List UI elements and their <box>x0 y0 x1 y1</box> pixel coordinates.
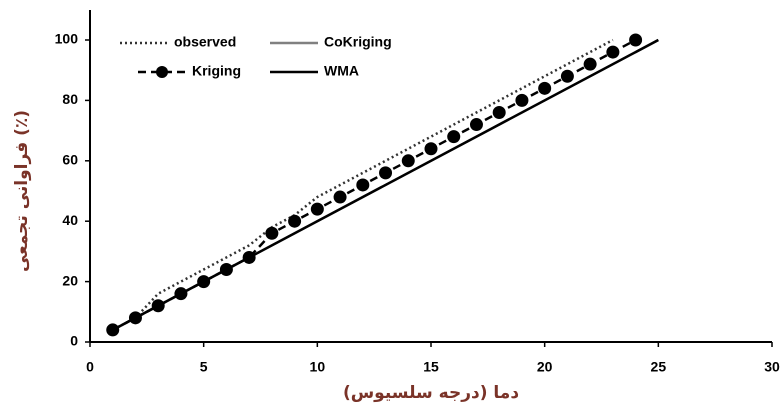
x-tick-label: 30 <box>764 359 780 375</box>
marker <box>583 57 597 71</box>
series-line <box>112 38 614 332</box>
x-tick-label: 20 <box>537 359 553 375</box>
y-tick-label: 40 <box>62 212 78 228</box>
series-line <box>112 38 659 332</box>
x-tick-label: 10 <box>310 359 326 375</box>
legend-label: Kriging <box>192 63 241 79</box>
x-tick-label: 0 <box>86 359 94 375</box>
series-line <box>112 38 637 332</box>
y-tick-label: 80 <box>62 91 78 107</box>
legend-marker <box>156 66 168 78</box>
marker <box>469 118 483 132</box>
x-tick-label: 5 <box>200 359 208 375</box>
legend-label: CoKriging <box>324 34 392 50</box>
marker <box>606 45 620 59</box>
y-tick-label: 20 <box>62 272 78 288</box>
marker <box>629 33 643 47</box>
marker <box>447 130 461 144</box>
marker <box>379 166 393 180</box>
y-tick-label: 0 <box>70 333 78 349</box>
legend-label: WMA <box>324 63 359 79</box>
marker <box>492 105 506 119</box>
marker <box>310 202 324 216</box>
marker <box>538 81 552 95</box>
marker <box>356 178 370 192</box>
marker <box>333 190 347 204</box>
x-axis-label: دما (درجه سلسیوس) <box>343 383 519 403</box>
y-axis-label: فراوانی تجمعی (٪) <box>12 110 32 272</box>
marker <box>401 154 415 168</box>
marker <box>424 142 438 156</box>
x-tick-label: 15 <box>423 359 439 375</box>
y-tick-label: 60 <box>62 152 78 168</box>
x-tick-label: 25 <box>651 359 667 375</box>
legend-label: observed <box>174 34 236 50</box>
marker <box>265 226 279 240</box>
marker <box>560 69 574 83</box>
y-tick-label: 100 <box>55 31 79 47</box>
marker <box>515 93 529 107</box>
marker <box>288 214 302 228</box>
